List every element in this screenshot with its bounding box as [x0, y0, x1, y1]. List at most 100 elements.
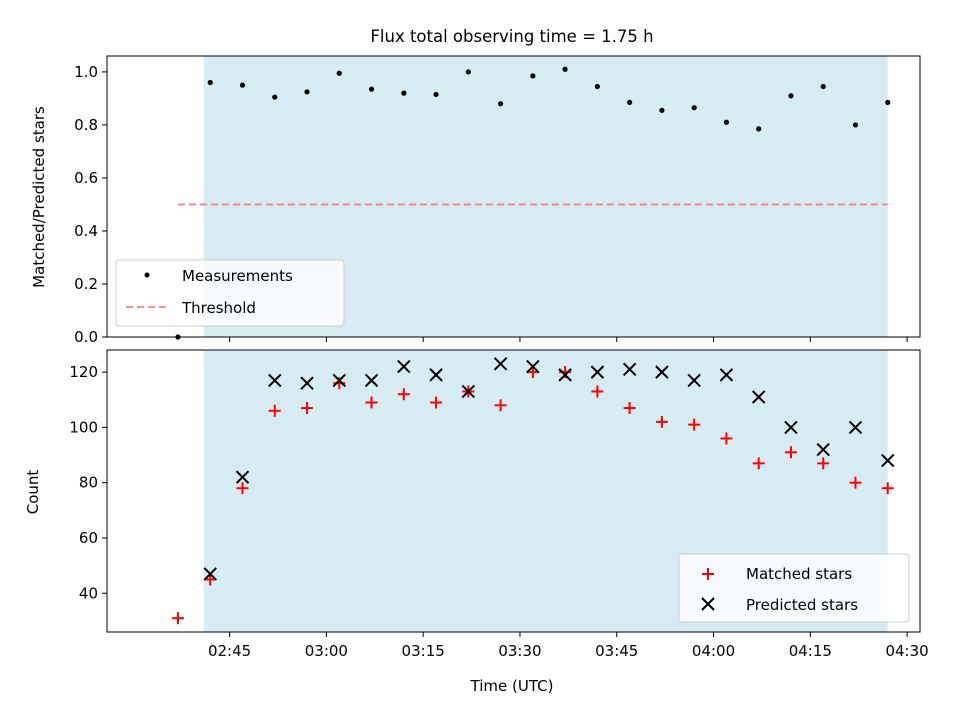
- matched-star-point: [494, 399, 507, 412]
- matched-star-point: [397, 388, 410, 401]
- matched-star-point: [526, 366, 539, 379]
- bottom-x-tick-label: 02:45: [208, 642, 251, 660]
- predicted-star-point: [268, 373, 282, 388]
- measurement-point: [852, 122, 859, 128]
- measurement-point: [207, 79, 213, 86]
- predicted-star-point: [203, 567, 217, 581]
- measurement-point: [659, 107, 665, 113]
- matched-star-point: [817, 457, 830, 470]
- matched-star-point: [236, 482, 249, 495]
- predicted-star-point: [364, 373, 379, 388]
- measurement-point: [465, 69, 471, 75]
- predicted-star-point: [590, 365, 605, 379]
- predicted-star-point: [751, 390, 766, 404]
- bottom-x-tick-label: 03:15: [402, 642, 445, 660]
- measurement-point: [239, 82, 246, 88]
- predicted-star-point: [397, 359, 411, 374]
- top-axes-frame: [106, 55, 921, 338]
- bottom-y-axis-label: Count: [24, 470, 42, 515]
- top-y-axis-label: Matched/Predicted stars: [30, 106, 48, 288]
- bottom-y-tick-label: 100: [69, 418, 98, 436]
- predicted-star-point: [816, 442, 830, 457]
- bottom-legend-box: [678, 553, 910, 623]
- top-panel: 0.0 0.2 0.4 0.6 0.8 1.0 Matched/Predicted sta…: [30, 55, 921, 346]
- predicted-star-point: [881, 453, 895, 468]
- bottom-y-ticks: 40 60 80 100 120: [69, 363, 107, 602]
- matched-star-point: [752, 457, 765, 470]
- predicted-star-point: [655, 365, 669, 379]
- bottom-x-tick-label: 03:45: [595, 642, 638, 660]
- matched-star-point: [849, 476, 862, 489]
- matched-star-point: [688, 418, 701, 431]
- matched-star-point: [204, 573, 217, 586]
- predicted-stars-points: [203, 357, 895, 581]
- bottom-y-tick-label: 60: [79, 529, 98, 547]
- matched-star-point: [591, 385, 604, 398]
- bottom-x-tick-label: 03:30: [498, 642, 541, 660]
- legend-predicted-marker: [701, 597, 715, 611]
- matched-star-point: [720, 432, 733, 445]
- bottom-y-tick-label: 40: [79, 584, 98, 602]
- matched-star-point: [365, 396, 378, 409]
- top-legend-box: [115, 259, 345, 327]
- predicted-star-point: [332, 373, 346, 388]
- predicted-star-point: [687, 373, 701, 388]
- measurement-point: [433, 91, 439, 98]
- top-y-tick-label: 0.6: [74, 169, 98, 187]
- predicted-star-point: [429, 368, 443, 382]
- measurement-point: [272, 94, 278, 100]
- predicted-star-point: [558, 368, 572, 382]
- bottom-x-tick-label: 03:00: [305, 642, 348, 660]
- measurement-point: [562, 66, 568, 72]
- measurement-point: [594, 83, 600, 90]
- top-y-tick-label: 0.0: [74, 328, 98, 346]
- x-axis-label: Time (UTC): [470, 677, 554, 695]
- matched-star-point: [784, 446, 797, 459]
- bottom-x-ticks: 02:45 03:00 03:15 03:30 03:45 04:00 04:15 04:30: [208, 632, 929, 660]
- measurement-point: [756, 126, 762, 132]
- bottom-x-tick-label: 04:30: [885, 642, 928, 660]
- legend-matched-marker: [702, 568, 714, 580]
- matched-star-point: [171, 612, 184, 625]
- predicted-star-point: [848, 420, 863, 435]
- top-y-tick-label: 0.8: [74, 116, 98, 134]
- matched-star-point: [430, 396, 443, 409]
- predicted-star-point: [526, 359, 540, 374]
- bottom-axes-frame: [106, 349, 921, 633]
- top-y-tick-label: 0.2: [74, 275, 98, 293]
- bottom-y-tick-label: 120: [69, 363, 98, 381]
- legend-matched-label: Matched stars: [746, 565, 852, 583]
- matched-star-point: [268, 404, 281, 417]
- predicted-star-point: [461, 384, 476, 399]
- matched-star-point: [623, 402, 636, 415]
- measurement-point: [497, 101, 504, 107]
- predicted-star-point: [493, 357, 508, 371]
- matched-star-point: [655, 415, 668, 428]
- measurement-point: [304, 89, 310, 95]
- measurement-point: [788, 93, 794, 99]
- measurement-point: [530, 73, 536, 79]
- measurement-point: [627, 99, 633, 105]
- predicted-star-point: [784, 420, 798, 435]
- top-legend: Measurements Threshold: [115, 259, 345, 327]
- predicted-star-point: [719, 368, 734, 382]
- bottom-panel: 40 60 80 100 120 02:45 03:00 03:15 03:30 03:45 04…: [24, 349, 929, 695]
- legend-measurements-label: Measurements: [182, 267, 293, 285]
- measurement-point: [820, 83, 826, 90]
- bottom-x-tick-label: 04:15: [789, 642, 832, 660]
- top-x-ticks: [229, 337, 908, 342]
- legend-threshold-label: Threshold: [181, 299, 256, 317]
- top-y-tick-label: 0.4: [74, 222, 98, 240]
- measurement-point: [723, 119, 730, 125]
- top-y-ticks: 0.0 0.2 0.4 0.6 0.8 1.0: [74, 63, 107, 346]
- predicted-star-point: [235, 470, 250, 484]
- predicted-star-point: [300, 376, 314, 390]
- measurement-point: [885, 99, 891, 105]
- measurement-point: [336, 70, 342, 76]
- legend-predicted-label: Predicted stars: [746, 596, 858, 614]
- legend-measurements-marker: [144, 272, 150, 278]
- bottom-y-tick-label: 80: [79, 474, 98, 492]
- measurement-point: [401, 90, 407, 96]
- matched-star-point: [301, 402, 314, 415]
